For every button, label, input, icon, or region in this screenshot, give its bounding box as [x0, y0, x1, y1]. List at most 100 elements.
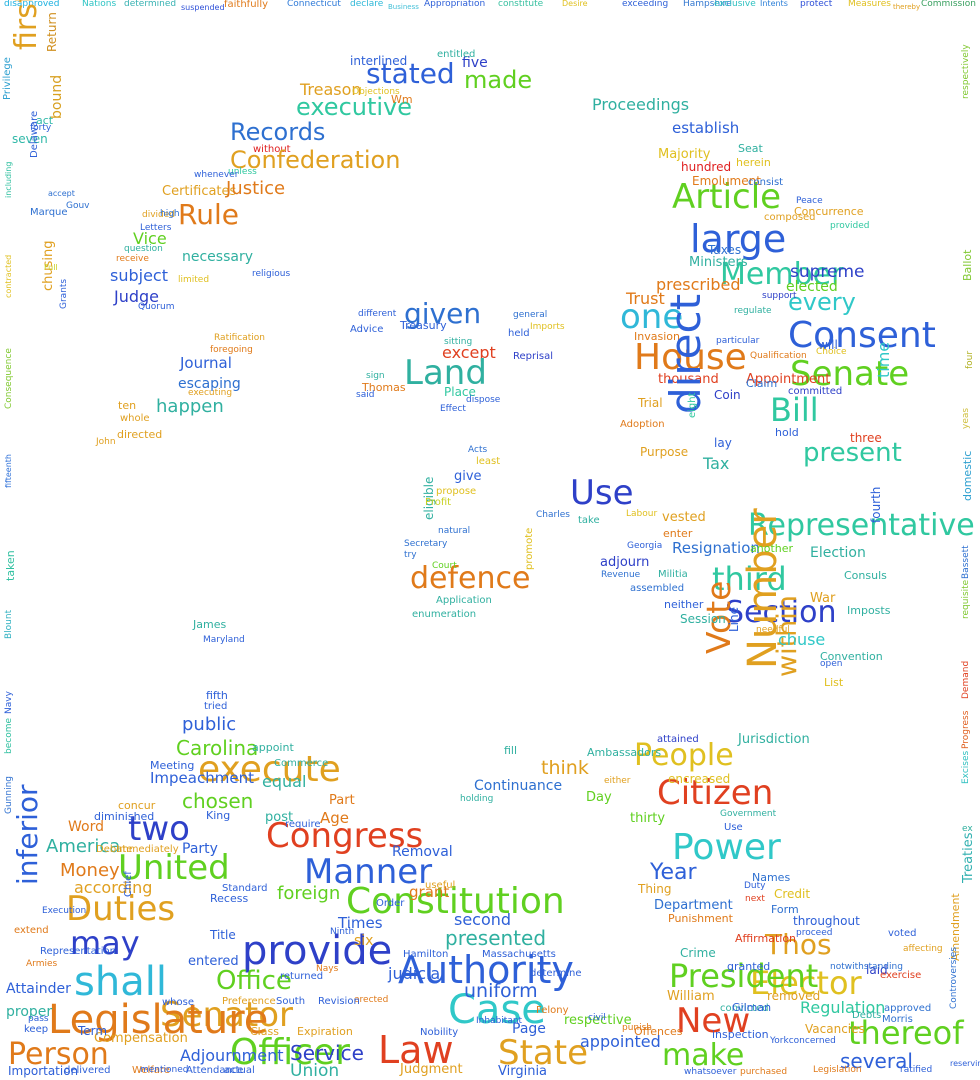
cloud-word: concur [118, 799, 156, 812]
cloud-word: Hamilton [403, 949, 449, 960]
cloud-word: Carolina [176, 736, 259, 760]
cloud-word: Continuance [474, 778, 563, 794]
cloud-word: Impeachment [150, 769, 254, 787]
cloud-word: Person [8, 1037, 109, 1072]
cloud-word: whole [120, 413, 150, 424]
cloud-word: Service [290, 1041, 364, 1065]
cloud-word: Power [672, 827, 781, 868]
cloud-word: State [498, 1033, 588, 1073]
cloud-word: Business [388, 3, 419, 11]
cloud-word: enter [663, 527, 693, 540]
cloud-word: Punishment [668, 912, 733, 925]
cloud-word: supreme [790, 262, 865, 282]
cloud-word: happen [156, 396, 224, 417]
cloud-word: Coin [714, 388, 741, 402]
cloud-word: granted [727, 960, 771, 973]
cloud-word: Revenue [601, 570, 641, 580]
cloud-word: interlined [350, 54, 408, 68]
cloud-word: Jurisdiction [738, 732, 810, 747]
cloud-word: provide [242, 928, 393, 974]
cloud-word: execute [198, 749, 341, 790]
cloud-word: Attendance [186, 1065, 244, 1076]
cloud-word: Advice [350, 324, 384, 335]
cloud-word: bound [49, 74, 65, 119]
cloud-word: diminished [94, 810, 155, 823]
cloud-word: respectively [961, 44, 971, 99]
cloud-word: Trial [638, 396, 663, 410]
cloud-word: determined [124, 0, 177, 9]
cloud-word: Privilege [2, 57, 13, 100]
cloud-word: holding [460, 794, 494, 804]
cloud-word: Judge [114, 287, 160, 306]
cloud-word: fifth [206, 689, 228, 702]
cloud-word: Thos [765, 928, 832, 961]
cloud-word: Senate [790, 354, 910, 394]
cloud-word: limited [178, 275, 210, 285]
cloud-word: Treason [300, 80, 362, 99]
cloud-word: Bassett [961, 545, 971, 579]
cloud-word: committed [788, 386, 843, 397]
cloud-word: escaping [178, 376, 241, 392]
cloud-word: seven [12, 132, 48, 146]
cloud-word: either [604, 776, 631, 786]
cloud-word: thereof [848, 1014, 964, 1052]
cloud-word: foreign [277, 883, 341, 904]
cloud-word: Case [448, 987, 546, 1033]
cloud-word: actual [224, 1065, 255, 1076]
cloud-word: require [285, 819, 321, 830]
cloud-word: Meeting [150, 759, 195, 772]
cloud-word: Manner [304, 852, 433, 892]
cloud-word: chuse [778, 630, 826, 649]
cloud-word: four [965, 350, 975, 369]
cloud-word: Form [771, 903, 799, 916]
cloud-word: President [669, 957, 819, 995]
cloud-word: foregoing [210, 345, 253, 355]
cloud-word: Section [725, 595, 837, 630]
cloud-word: Full [44, 263, 58, 272]
cloud-word: Citizen [657, 773, 774, 813]
cloud-word: Page [512, 1021, 546, 1037]
cloud-word: Term [78, 1024, 108, 1038]
cloud-word: Constitution [346, 881, 565, 922]
cloud-word: appoint [252, 741, 294, 754]
cloud-word: try [404, 550, 417, 560]
cloud-word: executing [188, 388, 233, 398]
cloud-word: sitting [444, 337, 473, 347]
cloud-word: throughout [793, 914, 860, 928]
cloud-word: Revision [318, 996, 360, 1007]
cloud-word: uniform [464, 980, 538, 1002]
cloud-word: grant [409, 883, 450, 901]
cloud-word: Acts [468, 445, 488, 455]
cloud-word: Quorum [138, 302, 175, 312]
cloud-word: Purpose [640, 445, 689, 459]
cloud-word: yeas [961, 407, 971, 429]
cloud-word: constitute [498, 0, 544, 9]
cloud-word: Member [720, 257, 844, 292]
cloud-word: Ratification [214, 333, 265, 343]
cloud-word: consist [748, 177, 784, 188]
cloud-word: act [36, 114, 54, 127]
cloud-word: entered [188, 954, 239, 969]
cloud-word: Election [810, 545, 866, 561]
cloud-word: domestic [961, 450, 974, 501]
cloud-word: Land [404, 353, 487, 393]
cloud-word: James [193, 618, 227, 631]
cloud-word: judicial [388, 964, 445, 983]
cloud-word: Senator [160, 995, 293, 1035]
cloud-word: presented [445, 926, 547, 950]
cloud-word: Trust [626, 289, 665, 308]
cloud-word: Elector [750, 964, 862, 1002]
cloud-word: Court [432, 561, 457, 571]
cloud-word: Duty [744, 881, 766, 891]
cloud-word: regulate [734, 306, 772, 316]
cloud-word: Records [230, 118, 326, 146]
cloud-word: taken [4, 550, 17, 581]
cloud-word: Compensation [94, 1031, 188, 1046]
cloud-word: five [462, 55, 488, 71]
cloud-word: Application [436, 595, 492, 606]
cloud-word: tried [204, 701, 228, 712]
cloud-word: ex [962, 824, 973, 834]
cloud-word: give [454, 469, 482, 484]
cloud-word: present [803, 438, 902, 468]
cloud-word: convicted [720, 1003, 769, 1014]
